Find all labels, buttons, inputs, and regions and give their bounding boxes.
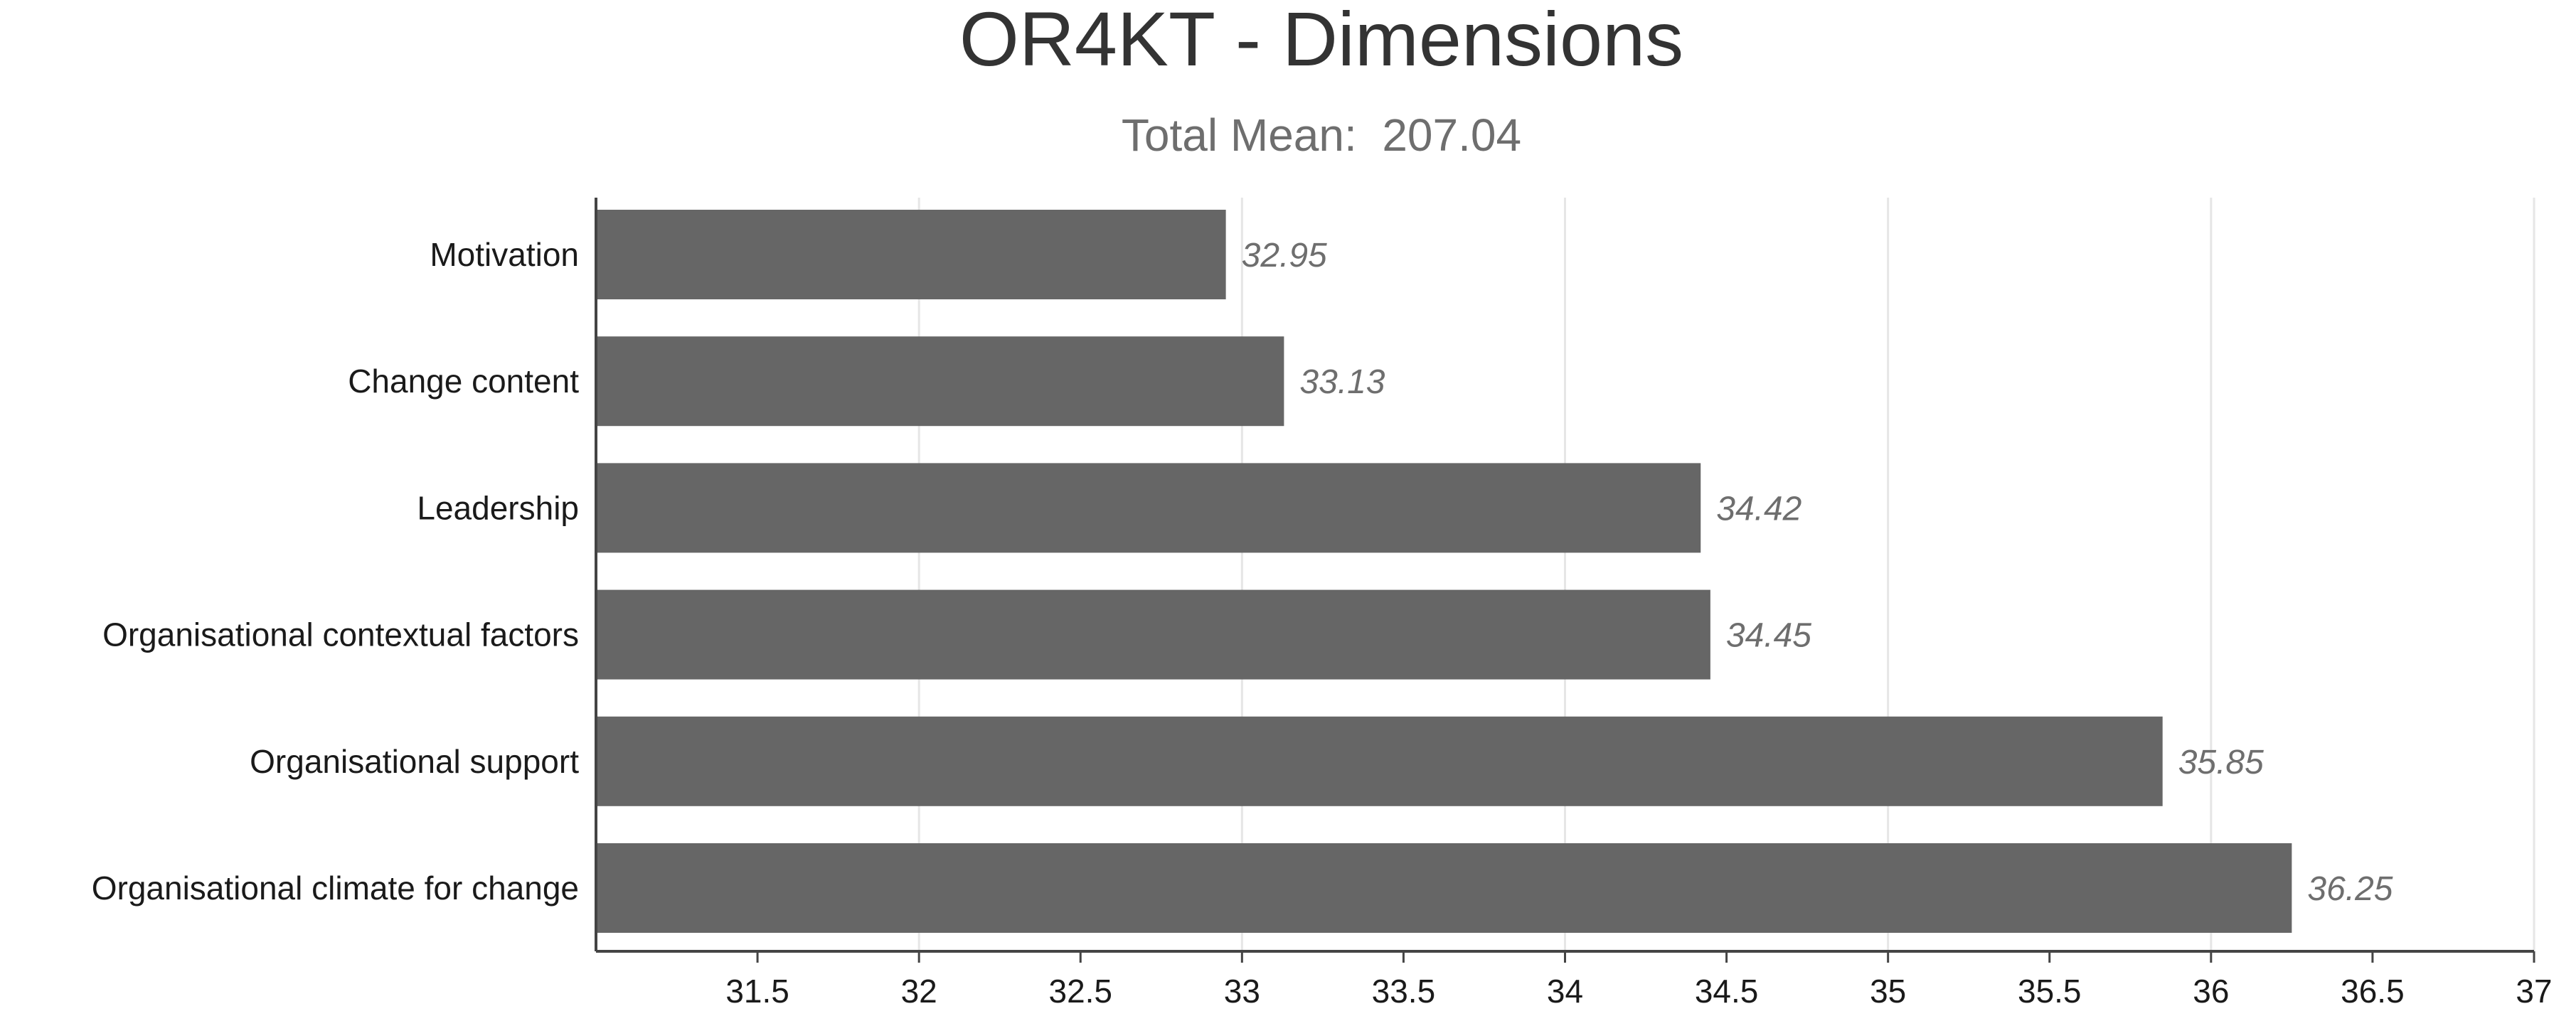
x-tick-label: 34 <box>1547 973 1583 1010</box>
x-tick-label: 37 <box>2516 973 2552 1010</box>
category-label: Leadership <box>417 489 579 526</box>
data-label: 33.13 <box>1299 363 1385 401</box>
bar <box>596 843 2292 933</box>
axes <box>595 198 2535 963</box>
category-label: Change content <box>348 363 579 400</box>
bar <box>596 463 1701 553</box>
data-label: 32.95 <box>1242 237 1327 274</box>
x-tick-label: 33.5 <box>1372 973 1436 1010</box>
x-tick-label: 35.5 <box>2018 973 2082 1010</box>
bars <box>596 210 2292 933</box>
category-label: Motivation <box>430 236 579 273</box>
x-tick-label: 34.5 <box>1695 973 1759 1010</box>
bar <box>596 336 1284 427</box>
x-tick-label: 31.5 <box>725 973 789 1010</box>
data-label: 36.25 <box>2307 870 2393 908</box>
bar <box>596 716 2163 806</box>
chart-subtitle: Total Mean: 207.04 <box>1122 109 1521 161</box>
category-label: Organisational climate for change <box>92 870 579 907</box>
x-tick-label: 33 <box>1224 973 1260 1010</box>
category-label: Organisational contextual factors <box>102 616 579 653</box>
x-tick-label: 36 <box>2193 973 2229 1010</box>
bar <box>596 589 1710 680</box>
bar <box>596 210 1226 299</box>
x-tick-label: 32.5 <box>1048 973 1112 1010</box>
data-label: 34.42 <box>1716 490 1801 528</box>
category-label: Organisational support <box>250 743 579 780</box>
grid-lines <box>917 198 2535 951</box>
data-label: 35.85 <box>2178 744 2264 781</box>
chart-title: OR4KT - Dimensions <box>959 0 1683 82</box>
x-tick-label: 36.5 <box>2341 973 2405 1010</box>
x-tick-label: 35 <box>1870 973 1906 1010</box>
x-tick-label: 32 <box>901 973 937 1010</box>
data-label: 34.45 <box>1726 617 1811 655</box>
labels: Motivation 32.95 Change content 33.13 Leader… <box>92 236 2553 1010</box>
